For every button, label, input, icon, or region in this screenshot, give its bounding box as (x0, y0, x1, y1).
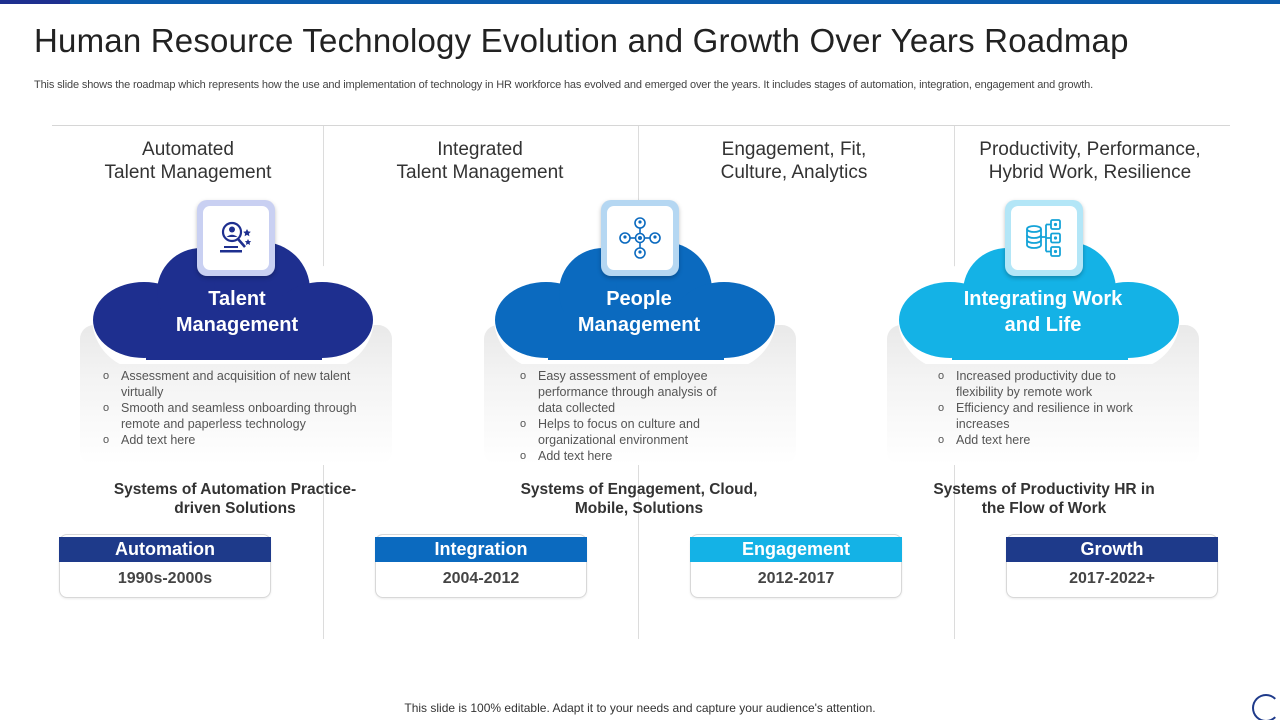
icon-box-2 (601, 200, 679, 276)
page-subtitle: This slide shows the roadmap which repre… (34, 79, 1094, 91)
stage-heading-3: Engagement, Fit, Culture, Analytics (720, 139, 868, 183)
stage-heading-4: Productivity, Performance, Hybrid Work, … (979, 139, 1201, 183)
corner-logo-circle (1252, 694, 1280, 720)
list-item: Helps to focus on culture and organizati… (520, 416, 740, 448)
bullet-list-3: Increased productivity due to flexibilit… (938, 368, 1138, 448)
page-title: Human Resource Technology Evolution and … (34, 22, 1129, 59)
icon-box-3 (1005, 200, 1083, 276)
top-accent-bar (0, 0, 1280, 4)
stage-heading-2: Integrated Talent Management (396, 139, 564, 183)
cloud-shape-3 (898, 240, 1180, 364)
list-item: Easy assessment of employee performance … (520, 368, 740, 416)
bullet-list-2: Easy assessment of employee performance … (520, 368, 740, 464)
footer-note: This slide is 100% editable. Adapt it to… (404, 701, 876, 715)
list-item: Assessment and acquisition of new talent… (103, 368, 373, 400)
data-integration-icon (1026, 219, 1061, 257)
system-label-2: Systems of Engagement, Cloud, Mobile, So… (520, 481, 758, 517)
cloud-title-3: Integrating Work and Life (963, 288, 1123, 336)
top-accent-segment (0, 0, 70, 4)
stage-years-4: 2017-2022+ (1069, 570, 1155, 587)
bullet-list-1: Assessment and acquisition of new talent… (103, 368, 373, 448)
header-divider (52, 125, 1230, 126)
cloud-shape-2 (494, 240, 776, 364)
stage-years-2: 2004-2012 (442, 570, 520, 587)
list-item: Increased productivity due to flexibilit… (938, 368, 1138, 400)
system-label-3: Systems of Productivity HR in the Flow o… (933, 481, 1155, 517)
list-item: Smooth and seamless onboarding through r… (103, 400, 373, 432)
cloud-title-2: People Management (577, 288, 701, 336)
stage-label-integration: Integration (375, 537, 587, 562)
stage-heading-1: Automated Talent Management (104, 139, 272, 183)
list-item: Efficiency and resilience in work increa… (938, 400, 1138, 432)
stage-label-growth: Growth (1006, 537, 1218, 562)
stage-years-3: 2012-2017 (757, 570, 835, 587)
icon-box-1 (197, 200, 275, 276)
system-label-1: Systems of Automation Practice- driven S… (113, 481, 357, 517)
people-network-icon (619, 217, 661, 259)
stage-years-1: 1990s-2000s (117, 570, 213, 587)
talent-search-icon (220, 221, 252, 253)
list-item: Add text here (938, 432, 1138, 448)
cloud-title-1: Talent Management (175, 288, 299, 336)
stage-label-engagement: Engagement (690, 537, 902, 562)
stage-label-automation: Automation (59, 537, 271, 562)
list-item: Add text here (520, 448, 740, 464)
list-item: Add text here (103, 432, 373, 448)
